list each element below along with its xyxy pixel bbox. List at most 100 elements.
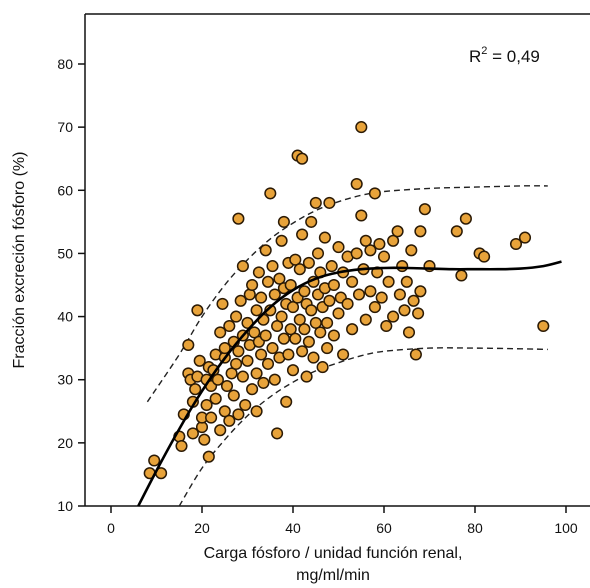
data-point bbox=[211, 373, 224, 386]
data-point bbox=[400, 275, 413, 288]
data-point bbox=[234, 294, 247, 307]
lower-confidence-band bbox=[178, 347, 548, 507]
data-point bbox=[309, 196, 322, 209]
data-point bbox=[302, 256, 315, 269]
data-point bbox=[316, 361, 329, 374]
data-point bbox=[332, 307, 345, 320]
data-point bbox=[255, 348, 268, 361]
data-point bbox=[257, 376, 270, 389]
data-point bbox=[175, 439, 188, 453]
data-point bbox=[230, 310, 243, 323]
data-point bbox=[293, 313, 306, 326]
r-squared-base: R bbox=[469, 47, 481, 66]
data-point bbox=[227, 389, 240, 402]
data-point bbox=[236, 260, 249, 273]
data-point bbox=[289, 332, 302, 345]
data-point bbox=[280, 395, 293, 408]
data-point bbox=[266, 342, 279, 355]
data-point bbox=[275, 310, 288, 323]
data-point bbox=[261, 357, 275, 370]
data-point bbox=[412, 307, 425, 320]
data-point bbox=[305, 215, 318, 228]
data-point bbox=[455, 269, 468, 282]
data-point bbox=[314, 326, 327, 339]
r-squared-superscript: 2 bbox=[481, 45, 487, 57]
data-point bbox=[250, 405, 263, 418]
data-point bbox=[225, 367, 238, 380]
data-point bbox=[241, 354, 254, 367]
data-point bbox=[368, 187, 381, 200]
data-point bbox=[327, 278, 340, 292]
data-point bbox=[191, 304, 204, 317]
data-point bbox=[518, 231, 532, 244]
y-tick-label: 70 bbox=[57, 119, 73, 135]
y-axis-title: Fracción excreción fósforo (%) bbox=[11, 152, 28, 369]
data-point bbox=[259, 244, 272, 257]
data-point bbox=[307, 351, 320, 364]
r-squared-annotation: R2 = 0,49 bbox=[469, 45, 540, 66]
y-tick-label: 10 bbox=[57, 498, 73, 514]
data-point bbox=[355, 121, 368, 134]
data-point bbox=[216, 297, 229, 310]
data-point bbox=[393, 288, 406, 301]
data-point bbox=[402, 326, 416, 339]
data-point bbox=[205, 411, 218, 424]
data-point bbox=[218, 342, 231, 355]
data-point bbox=[350, 177, 363, 191]
data-point bbox=[261, 275, 275, 288]
data-point bbox=[323, 294, 336, 307]
data-point bbox=[220, 379, 234, 393]
data-point bbox=[311, 247, 325, 260]
data-point bbox=[293, 263, 306, 276]
x-tick-label: 0 bbox=[107, 520, 115, 536]
data-point bbox=[380, 319, 393, 333]
data-point bbox=[368, 301, 381, 314]
data-point bbox=[250, 367, 263, 380]
data-point bbox=[255, 291, 268, 304]
data-point bbox=[268, 288, 281, 301]
data-point bbox=[391, 225, 404, 238]
data-point bbox=[298, 323, 311, 336]
y-tick-label: 80 bbox=[57, 56, 73, 72]
data-point bbox=[248, 326, 261, 339]
data-point bbox=[352, 288, 366, 301]
data-point bbox=[323, 196, 336, 209]
data-point bbox=[239, 398, 252, 412]
data-point bbox=[450, 225, 463, 238]
data-point bbox=[387, 310, 400, 323]
data-point bbox=[246, 278, 259, 292]
data-point bbox=[148, 454, 161, 467]
data-point bbox=[405, 244, 418, 257]
y-tick-label: 20 bbox=[57, 435, 73, 451]
data-point bbox=[214, 326, 227, 339]
data-point bbox=[382, 275, 395, 288]
data-point bbox=[284, 323, 297, 336]
r-squared-value: = 0,49 bbox=[487, 47, 539, 66]
data-point bbox=[271, 319, 284, 333]
y-tick-label: 50 bbox=[57, 245, 73, 261]
data-point bbox=[346, 323, 359, 336]
x-ticks: 0 20 40 60 80 100 bbox=[107, 506, 578, 536]
data-point bbox=[337, 348, 350, 361]
x-tick-label: 60 bbox=[376, 520, 392, 536]
data-point bbox=[375, 291, 388, 304]
data-points bbox=[143, 121, 550, 480]
data-point bbox=[509, 237, 523, 251]
data-point bbox=[341, 297, 354, 310]
x-tick-label: 80 bbox=[467, 520, 483, 536]
data-point bbox=[364, 244, 377, 257]
data-point bbox=[327, 329, 340, 342]
data-point bbox=[398, 304, 411, 317]
data-point bbox=[298, 285, 311, 298]
data-point bbox=[264, 187, 277, 200]
data-point bbox=[409, 348, 422, 361]
data-point bbox=[418, 203, 431, 216]
data-point bbox=[459, 212, 472, 225]
data-point bbox=[377, 250, 391, 263]
upper-confidence-band bbox=[146, 185, 548, 403]
data-point bbox=[275, 234, 288, 247]
data-point bbox=[332, 241, 345, 254]
x-tick-label: 100 bbox=[554, 520, 578, 536]
data-point bbox=[478, 250, 491, 263]
